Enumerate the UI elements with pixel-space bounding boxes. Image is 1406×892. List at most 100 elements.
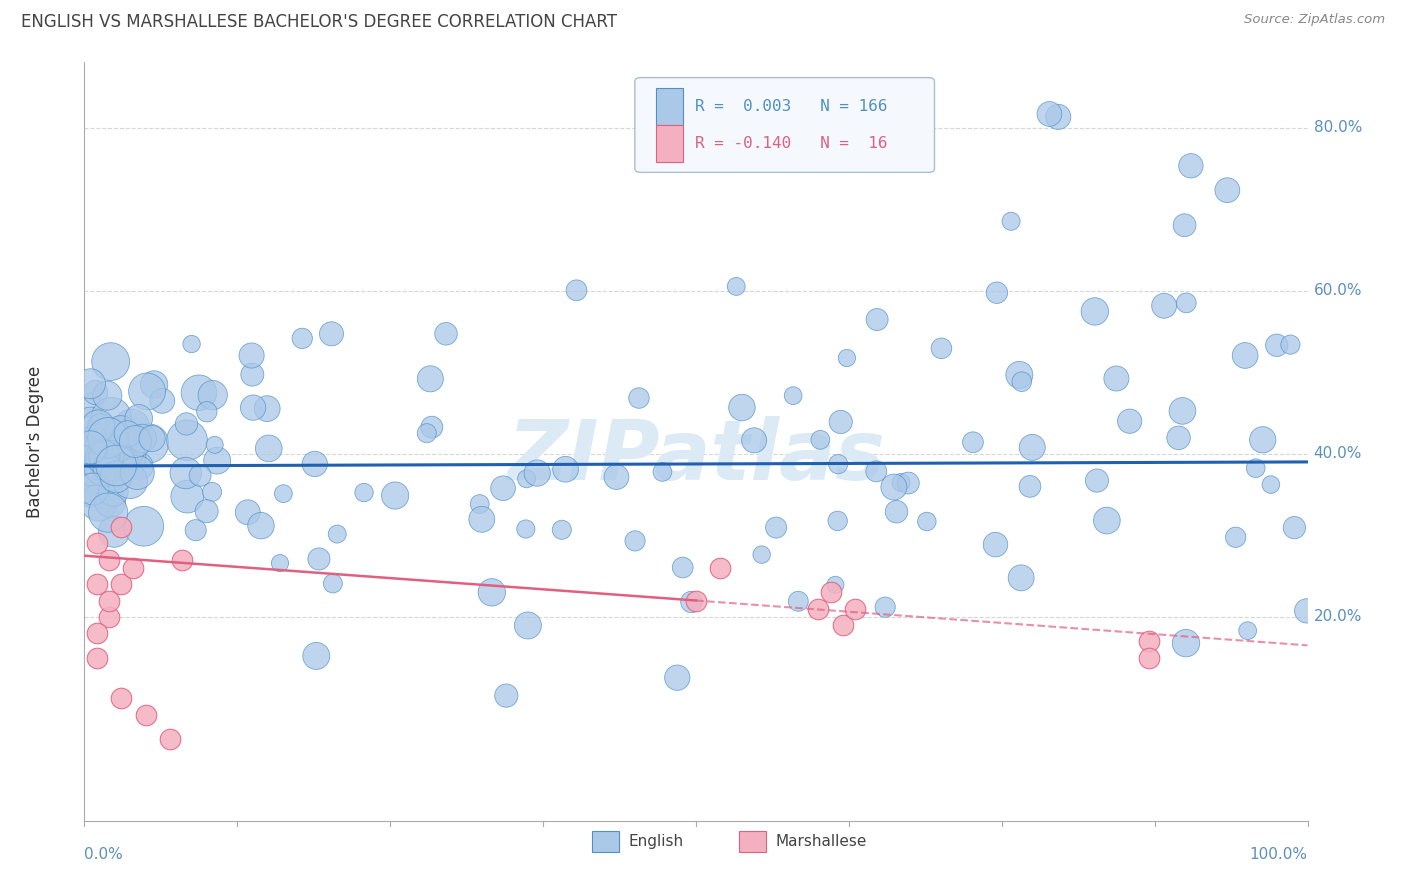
Point: [105, 470, 128, 484]
Point: [96, 460, 118, 475]
Point: [1008, 368, 1031, 382]
Point: [87, 462, 110, 476]
FancyBboxPatch shape: [655, 88, 682, 125]
Point: [269, 556, 291, 570]
Point: [201, 484, 224, 499]
Point: [1010, 571, 1032, 585]
Text: 80.0%: 80.0%: [1313, 120, 1362, 136]
Point: [79, 398, 101, 412]
Point: [1174, 218, 1197, 232]
Point: [1236, 624, 1258, 638]
Text: 60.0%: 60.0%: [1313, 284, 1362, 298]
Point: [97, 506, 120, 520]
Point: [515, 522, 537, 536]
Point: [875, 600, 897, 615]
Text: 20.0%: 20.0%: [1313, 609, 1362, 624]
Point: [787, 594, 810, 608]
Text: 0.0%: 0.0%: [84, 847, 124, 862]
Point: [174, 466, 197, 480]
Point: [1175, 296, 1198, 310]
Point: [205, 453, 228, 467]
Point: [416, 426, 439, 441]
Point: [865, 464, 887, 478]
Point: [1251, 433, 1274, 447]
Point: [236, 505, 259, 519]
Point: [624, 533, 647, 548]
Point: [742, 434, 765, 448]
Point: [883, 480, 905, 494]
Point: [103, 524, 125, 539]
Point: [124, 434, 146, 449]
Point: [97, 553, 120, 567]
Text: Marshallese: Marshallese: [776, 834, 868, 849]
Point: [159, 732, 181, 747]
Text: 100.0%: 100.0%: [1250, 847, 1308, 862]
Point: [1038, 107, 1060, 121]
Point: [110, 425, 132, 439]
Point: [98, 447, 121, 461]
Point: [844, 601, 866, 615]
Point: [188, 385, 211, 400]
Point: [322, 576, 344, 591]
Point: [1167, 431, 1189, 445]
Point: [353, 485, 375, 500]
Point: [79, 483, 101, 497]
Point: [1171, 404, 1194, 418]
Point: [1279, 337, 1302, 351]
Point: [257, 442, 280, 456]
Point: [132, 519, 155, 533]
Point: [666, 671, 689, 685]
Point: [127, 466, 149, 480]
Point: [131, 432, 153, 446]
Point: [112, 442, 135, 457]
Point: [897, 476, 920, 491]
Point: [86, 536, 108, 550]
Point: [96, 389, 118, 403]
Text: R =  0.003   N = 166: R = 0.003 N = 166: [695, 99, 887, 114]
Text: 40.0%: 40.0%: [1313, 446, 1362, 461]
Point: [110, 691, 132, 706]
Point: [93, 449, 115, 463]
Point: [141, 432, 163, 446]
Point: [1085, 474, 1108, 488]
Point: [86, 577, 108, 591]
Point: [830, 415, 852, 429]
FancyBboxPatch shape: [738, 831, 766, 853]
Point: [79, 441, 101, 455]
Point: [172, 553, 194, 567]
Point: [86, 626, 108, 640]
Point: [94, 462, 117, 476]
Point: [495, 689, 517, 703]
Point: [79, 376, 101, 391]
Point: [782, 389, 804, 403]
Point: [962, 435, 984, 450]
Point: [176, 417, 198, 431]
Point: [1095, 514, 1118, 528]
Point: [100, 354, 122, 368]
Point: [103, 450, 125, 465]
Point: [93, 458, 115, 473]
Point: [240, 349, 263, 363]
Point: [83, 430, 105, 444]
Point: [835, 351, 858, 365]
Point: [931, 341, 953, 355]
Point: [122, 450, 145, 465]
Point: [651, 465, 673, 479]
Point: [110, 520, 132, 534]
Point: [1284, 521, 1306, 535]
Point: [1084, 304, 1107, 318]
Point: [291, 331, 314, 345]
Point: [1265, 338, 1288, 352]
Point: [1105, 371, 1128, 385]
Point: [273, 486, 295, 500]
Point: [1234, 349, 1257, 363]
Point: [886, 505, 908, 519]
Point: [84, 385, 107, 400]
Point: [1180, 159, 1202, 173]
Point: [97, 593, 120, 607]
Point: [1244, 461, 1267, 475]
Point: [685, 593, 707, 607]
Point: [1000, 214, 1022, 228]
Point: [1260, 477, 1282, 491]
Point: [820, 585, 842, 599]
